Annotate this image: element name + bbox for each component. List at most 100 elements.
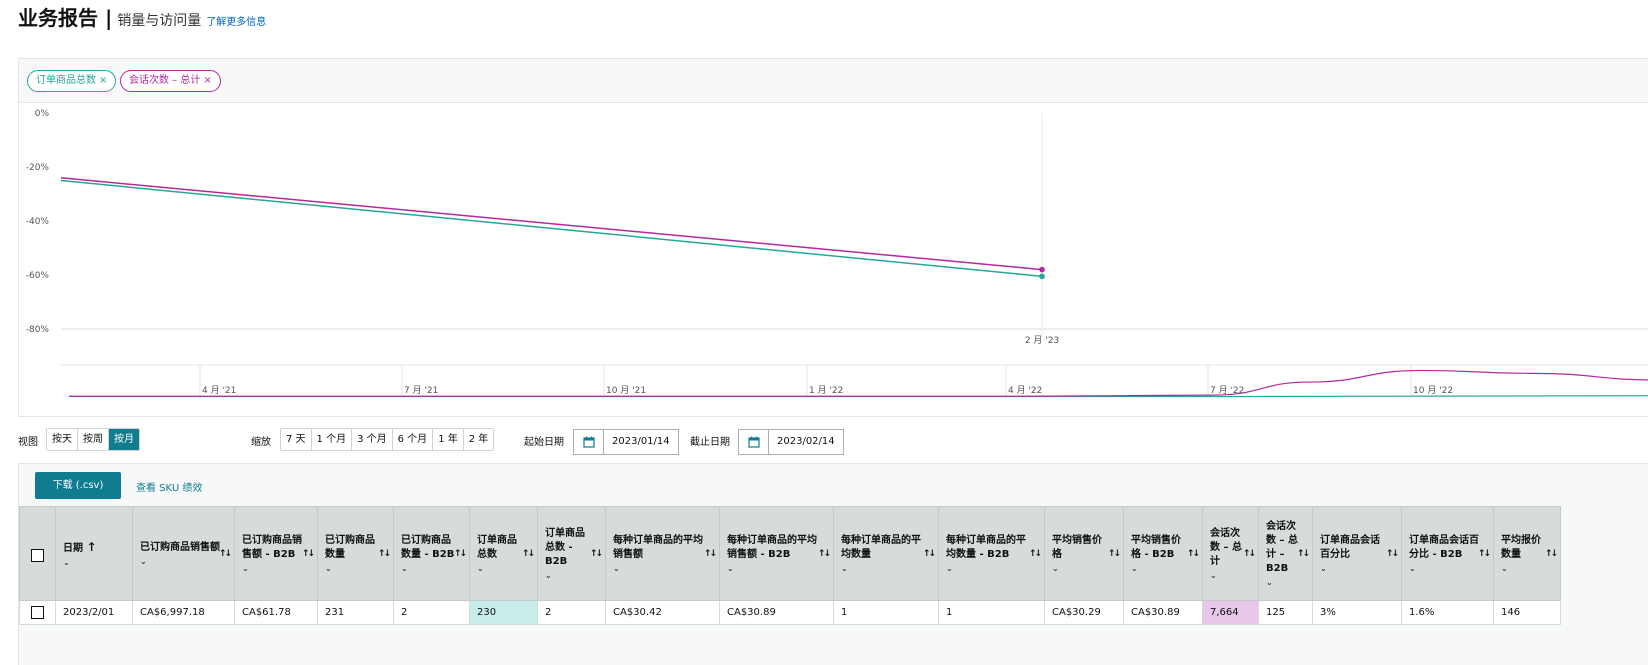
col-header-total-order-items-b2b[interactable]: 订单商品总数 - B2B ⌄ ↑↓ (537, 506, 606, 601)
calendar-icon[interactable] (574, 430, 604, 454)
col-label: 订单商品会话百分比 - B2B (1409, 534, 1479, 560)
chip-total-order-items[interactable]: 订单商品总数 × (27, 70, 117, 92)
view-day-button[interactable]: 按天 (47, 429, 78, 450)
sort-icon[interactable]: ↑↓ (1544, 548, 1558, 559)
chevron-down-icon[interactable]: ⌄ (477, 563, 484, 573)
download-csv-button[interactable]: 下载 (.csv) (35, 472, 121, 499)
sort-icon[interactable]: ↑↓ (301, 548, 315, 559)
col-header-total-order-items[interactable]: 订单商品总数 ⌄ ↑↓ (469, 506, 538, 601)
sort-icon[interactable]: ↑↓ (1296, 548, 1310, 559)
select-all-checkbox[interactable] (31, 549, 44, 562)
col-header-ordered-sales[interactable]: 已订购商品销售额 ⌄ ↑↓ (132, 506, 235, 601)
sort-icon[interactable]: ↑↓ (1186, 548, 1200, 559)
sort-up-icon[interactable]: ↑ (86, 539, 97, 554)
table-cell: 2 (393, 600, 470, 625)
chip-sessions-total[interactable]: 会话次数 – 总计 × (120, 70, 221, 92)
col-header-sessions-total-b2b[interactable]: 会话次数 – 总计 – B2B ⌄ ↑↓ (1258, 506, 1313, 601)
col-header-avg-sales-per-item-b2b[interactable]: 每种订单商品的平均销售额 - B2B ⌄ ↑↓ (719, 506, 834, 601)
chevron-down-icon[interactable]: ⌄ (242, 563, 249, 573)
col-header-unit-session-pct[interactable]: 订单商品会话百分比 ⌄ ↑↓ (1312, 506, 1402, 601)
sort-icon[interactable]: ↑↓ (521, 548, 535, 559)
chevron-down-icon[interactable]: ⌄ (946, 563, 953, 573)
chevron-down-icon[interactable]: ⌄ (841, 563, 848, 573)
sort-icon[interactable]: ↑↓ (1477, 548, 1491, 559)
chevron-down-icon[interactable]: ⌄ (401, 563, 408, 573)
col-header-ordered-sales-b2b[interactable]: 已订购商品销售额 - B2B ⌄ ↑↓ (234, 506, 318, 601)
col-header-unit-session-pct-b2b[interactable]: 订单商品会话百分比 - B2B ⌄ ↑↓ (1401, 506, 1494, 601)
zoom-7d-button[interactable]: 7 天 (281, 429, 312, 450)
chevron-down-icon[interactable]: ⌄ (1409, 563, 1416, 573)
chevron-down-icon[interactable]: ⌄ (727, 563, 734, 573)
sort-icon[interactable]: ↑↓ (703, 548, 717, 559)
table-cell: CA$30.89 (719, 600, 834, 625)
sort-icon[interactable]: ↑↓ (1242, 548, 1256, 559)
chevron-down-icon[interactable]: ⌄ (1052, 563, 1059, 573)
navigator-tick-label: 4 月 '22 (1008, 385, 1042, 396)
learn-more-link[interactable]: 了解更多信息 (206, 17, 267, 28)
col-label: 每种订单商品的平均数量 (841, 534, 921, 560)
start-date-value[interactable]: 2023/01/14 (612, 436, 670, 447)
y-tick-label: -80% (26, 325, 50, 335)
zoom-toggle: 7 天 1 个月 3 个月 6 个月 1 年 2 年 (280, 428, 495, 451)
sort-icon[interactable]: ↑↓ (1028, 548, 1042, 559)
col-header-avg-units-per-item[interactable]: 每种订单商品的平均数量 ⌄ ↑↓ (833, 506, 939, 601)
table-cell: 231 (317, 600, 394, 625)
table-panel: 下载 (.csv) 查看 SKU 绩效 日期 ↑ ⌄ 已订购商品销售额 ⌄ ↑↓ 已订… (18, 463, 1648, 665)
chevron-down-icon[interactable]: ⌄ (63, 557, 70, 567)
zoom-6m-button[interactable]: 6 个月 (392, 429, 434, 450)
col-header-units-ordered[interactable]: 已订购商品数量 ⌄ ↑↓ (317, 506, 394, 601)
sort-icon[interactable]: ↑↓ (1385, 548, 1399, 559)
col-header-avg-selling-price[interactable]: 平均销售价格 ⌄ ↑↓ (1044, 506, 1124, 601)
chevron-down-icon[interactable]: ⌄ (1210, 570, 1217, 580)
col-label: 订单商品总数 - B2B (545, 527, 585, 567)
table-cell: 1.6% (1401, 600, 1494, 625)
zoom-2y-button[interactable]: 2 年 (463, 429, 494, 450)
sort-icon[interactable]: ↑↓ (922, 548, 936, 559)
calendar-icon[interactable] (739, 430, 769, 454)
sort-icon[interactable]: ↑↓ (589, 548, 603, 559)
navigator-pink-line (69, 369, 1648, 397)
page-subtitle: 销量与访问量 (117, 13, 202, 29)
zoom-1m-button[interactable]: 1 个月 (311, 429, 353, 450)
col-header-units-ordered-b2b[interactable]: 已订购商品数量 - B2B ⌄ ↑↓ (393, 506, 470, 601)
start-date-field[interactable]: 2023/01/14 (573, 429, 679, 455)
line-chart: 0% -20% -40% -60% -80% 2 月 '23 4 月 '21 7 月 '21 1… (26, 109, 1648, 398)
view-sku-performance-link[interactable]: 查看 SKU 绩效 (136, 483, 203, 494)
sort-icon[interactable]: ↑↓ (453, 548, 467, 559)
view-label: 视图 (18, 437, 38, 448)
zoom-3m-button[interactable]: 3 个月 (352, 429, 393, 450)
sort-icon[interactable]: ↑↓ (218, 548, 232, 559)
chevron-down-icon[interactable]: ⌄ (1501, 563, 1508, 573)
close-icon[interactable]: × (99, 75, 108, 86)
chevron-down-icon[interactable]: ⌄ (1320, 563, 1327, 573)
chip-label: 会话次数 – 总计 (129, 75, 201, 86)
table-cell: 125 (1258, 600, 1313, 625)
sort-icon[interactable]: ↑↓ (377, 548, 391, 559)
chevron-down-icon[interactable]: ⌄ (1266, 577, 1273, 587)
series-line-1 (60, 179, 1043, 278)
close-icon[interactable]: × (203, 75, 212, 86)
sort-icon[interactable]: ↑↓ (1107, 548, 1121, 559)
row-checkbox[interactable] (31, 606, 44, 619)
col-header-avg-sales-per-item[interactable]: 每种订单商品的平均销售额 ⌄ ↑↓ (605, 506, 720, 601)
end-date-field[interactable]: 2023/02/14 (738, 429, 844, 455)
col-header-avg-offer-count[interactable]: 平均报价数量 ⌄ ↑↓ (1493, 506, 1561, 601)
view-week-button[interactable]: 按周 (78, 429, 109, 450)
table-cell: 146 (1493, 600, 1561, 625)
end-date-value[interactable]: 2023/02/14 (777, 436, 835, 447)
view-month-button[interactable]: 按月 (109, 429, 139, 450)
col-header-avg-units-per-item-b2b[interactable]: 每种订单商品的平均数量 - B2B ⌄ ↑↓ (938, 506, 1045, 601)
series-line-0 (60, 177, 1043, 271)
col-label: 会话次数 – 总计 – B2B (1266, 520, 1298, 574)
col-header-date[interactable]: 日期 ↑ ⌄ (55, 506, 133, 601)
chevron-down-icon[interactable]: ⌄ (1131, 563, 1138, 573)
col-header-avg-selling-price-b2b[interactable]: 平均销售价格 - B2B ⌄ ↑↓ (1123, 506, 1203, 601)
zoom-1y-button[interactable]: 1 年 (433, 429, 464, 450)
table-cell: 3% (1312, 600, 1402, 625)
chevron-down-icon[interactable]: ⌄ (545, 570, 552, 580)
chevron-down-icon[interactable]: ⌄ (325, 563, 332, 573)
chevron-down-icon[interactable]: ⌄ (613, 563, 620, 573)
chevron-down-icon[interactable]: ⌄ (140, 556, 147, 566)
col-header-sessions-total[interactable]: 会话次数 – 总计 ⌄ ↑↓ (1202, 506, 1259, 601)
sort-icon[interactable]: ↑↓ (817, 548, 831, 559)
